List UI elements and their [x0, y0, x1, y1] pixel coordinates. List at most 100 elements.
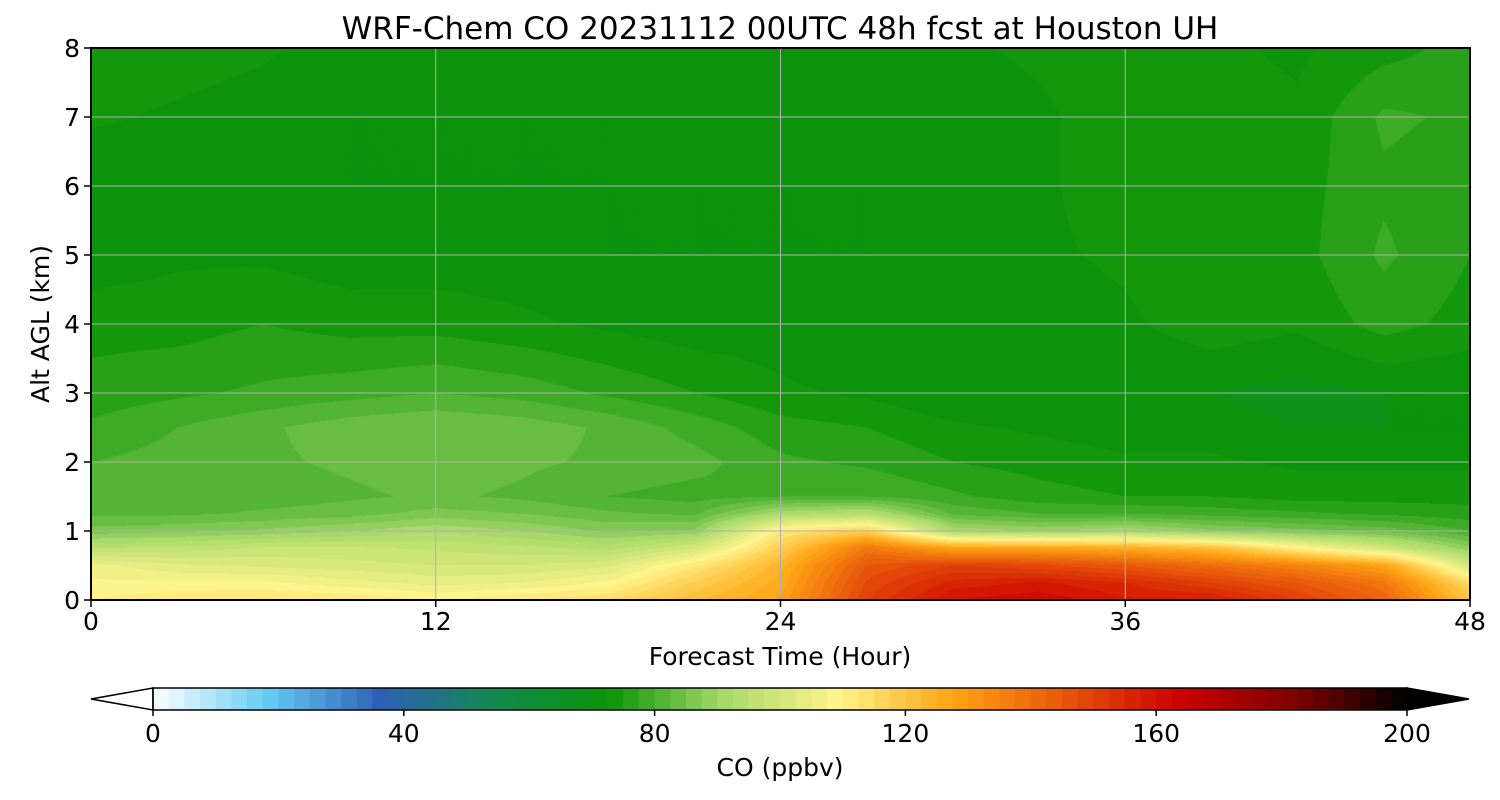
- colorbar-segment: [1187, 688, 1204, 710]
- x-tick-label: 36: [1109, 607, 1141, 636]
- x-tick-label: 12: [420, 607, 452, 636]
- colorbar-segment: [811, 688, 828, 710]
- colorbar-segment: [309, 688, 327, 710]
- colorbar-tick-label: 200: [1383, 719, 1431, 748]
- colorbar-segment: [1109, 688, 1126, 710]
- chart-title: WRF-Chem CO 20231112 00UTC 48h fcst at H…: [342, 11, 1219, 47]
- colorbar-segment: [654, 688, 671, 710]
- gridlines: [91, 48, 1470, 600]
- colorbar-segment: [294, 688, 311, 710]
- colorbar-segment: [278, 688, 295, 710]
- y-axis: 0 1 2 3 4 5 6 7 8: [64, 34, 91, 615]
- colorbar-high-extension: [1406, 687, 1470, 711]
- colorbar-segment: [1297, 688, 1314, 710]
- colorbar-segment: [968, 688, 985, 710]
- colorbar-segment: [215, 688, 232, 710]
- y-tick-label: 7: [64, 103, 80, 132]
- colorbar-segment: [780, 688, 797, 710]
- colorbar-segment: [356, 688, 374, 710]
- colorbar-segment: [1015, 688, 1032, 710]
- colorbar-segment: [435, 688, 452, 710]
- colorbar-segment: [1265, 688, 1283, 710]
- y-tick-label: 1: [64, 517, 80, 546]
- y-tick-label: 4: [64, 310, 80, 339]
- y-tick-label: 2: [64, 448, 80, 477]
- colorbar-segment: [717, 688, 734, 710]
- colorbar-segment: [341, 688, 358, 710]
- colorbar-segment: [889, 688, 906, 710]
- colorbar-segment: [1093, 688, 1110, 710]
- colorbar-segment: [1218, 688, 1236, 710]
- colorbar-segment: [1312, 688, 1330, 710]
- colorbar-segment: [200, 688, 217, 710]
- colorbar: 0 40 80 120 160 200: [90, 687, 1470, 748]
- colorbar-segment: [497, 688, 515, 710]
- colorbar-segment: [685, 688, 703, 710]
- colorbar-segment: [921, 688, 938, 710]
- colorbar-segment: [388, 688, 405, 710]
- colorbar-segment: [764, 688, 781, 710]
- colorbar-segment: [983, 688, 1001, 710]
- colorbar-segment: [576, 688, 593, 710]
- x-tick-label: 24: [765, 607, 797, 636]
- colorbar-segment: [184, 688, 201, 710]
- colorbar-segment: [670, 688, 687, 710]
- colorbar-tick-label: 160: [1132, 719, 1180, 748]
- colorbar-tick-label: 80: [639, 719, 671, 748]
- colorbar-segment: [1344, 688, 1361, 710]
- x-axis: 0 12 24 36 48: [83, 600, 1486, 636]
- colorbar-segment: [1328, 688, 1345, 710]
- colorbar-segment: [1046, 688, 1063, 710]
- colorbar-segment: [1077, 688, 1095, 710]
- colorbar-segment: [372, 688, 389, 710]
- colorbar-segment: [560, 688, 577, 710]
- colorbar-segment: [1391, 688, 1408, 710]
- colorbar-segment: [1281, 688, 1298, 710]
- colorbar-segment: [1062, 688, 1079, 710]
- colorbar-segment: [952, 688, 969, 710]
- y-tick-label: 0: [64, 586, 80, 615]
- colorbar-segment: [262, 688, 279, 710]
- colorbar-segment: [419, 688, 436, 710]
- x-tick-label: 48: [1454, 607, 1486, 636]
- colorbar-tick-label: 40: [388, 719, 420, 748]
- colorbar-frame: [152, 687, 1408, 711]
- colorbar-segment: [874, 688, 891, 710]
- colorbar-segment: [325, 688, 342, 710]
- colorbar-tick-label: 120: [882, 719, 930, 748]
- colorbar-segment: [529, 688, 546, 710]
- colorbar-segment: [403, 688, 421, 710]
- colorbar-segment: [701, 688, 718, 710]
- colorbar-segment: [999, 688, 1016, 710]
- colorbar-segment: [1140, 688, 1157, 710]
- y-tick-label: 6: [64, 172, 80, 201]
- colorbar-segment: [591, 688, 609, 710]
- colorbar-segment: [607, 688, 624, 710]
- colorbar-segment: [231, 688, 248, 710]
- colorbar-low-extension: [90, 687, 154, 711]
- colorbar-segments: [153, 688, 1408, 710]
- colorbar-segment: [638, 688, 656, 710]
- colorbar-segment: [482, 688, 499, 710]
- plot-area: [90, 47, 1471, 601]
- colorbar-segment: [748, 688, 765, 710]
- y-tick-label: 5: [64, 241, 80, 270]
- colorbar-segment: [466, 688, 483, 710]
- colorbar-segment: [513, 688, 530, 710]
- y-tick-label: 3: [64, 379, 80, 408]
- colorbar-segment: [1250, 688, 1267, 710]
- colorbar-segment: [827, 688, 844, 710]
- colorbar-segment: [450, 688, 468, 710]
- colorbar-segment: [842, 688, 859, 710]
- colorbar-segment: [905, 688, 922, 710]
- colorbar-segment: [1203, 688, 1220, 710]
- colorbar-segment: [858, 688, 875, 710]
- colorbar-segment: [544, 688, 562, 710]
- colorbar-segment: [1171, 688, 1189, 710]
- x-tick-label: 0: [83, 607, 99, 636]
- colorbar-segment: [795, 688, 812, 710]
- colorbar-tick-label: 0: [145, 719, 161, 748]
- x-axis-label: Forecast Time (Hour): [649, 642, 912, 671]
- colorbar-label: CO (ppbv): [717, 753, 844, 782]
